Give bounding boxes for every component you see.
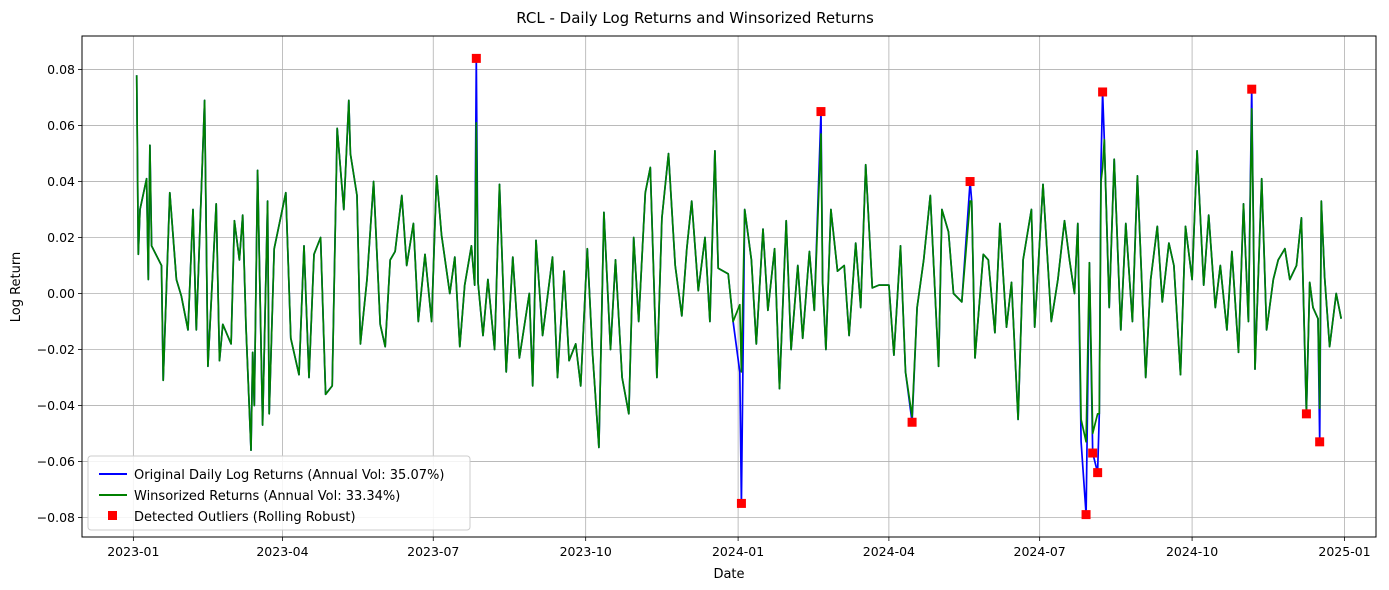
x-tick-label: 2023-07	[407, 544, 459, 559]
outlier-marker	[1315, 437, 1325, 447]
legend-box	[87, 455, 471, 531]
series-line-winsorized	[135, 75, 1343, 452]
y-tick-label: 0.06	[47, 118, 75, 133]
plot-frame	[81, 35, 1377, 538]
y-tick-label: −0.06	[37, 454, 75, 469]
outlier-marker	[1247, 84, 1257, 94]
chart-title: RCL - Daily Log Returns and Winsorized R…	[516, 9, 874, 27]
y-tick-label: 0.00	[47, 286, 75, 301]
y-tick-label: −0.04	[37, 398, 75, 413]
y-tick-label: 0.02	[47, 230, 75, 245]
legend-label-original: Original Daily Log Returns (Annual Vol: …	[134, 468, 444, 483]
outlier-marker	[1301, 409, 1311, 419]
legend-swatch-outliers	[108, 511, 117, 520]
x-tick-label: 2024-07	[1014, 544, 1066, 559]
y-tick-label: 0.08	[47, 62, 75, 77]
outlier-marker	[1081, 510, 1091, 520]
x-tick-label: 2023-04	[256, 544, 308, 559]
x-tick-label: 2024-10	[1166, 544, 1218, 559]
x-axis-label: Date	[713, 567, 744, 582]
outlier-marker	[816, 107, 826, 117]
x-tick-label: 2025-01	[1318, 544, 1370, 559]
y-tick-label: −0.08	[37, 510, 75, 525]
outlier-marker	[1093, 468, 1103, 478]
outlier-marker	[471, 53, 481, 63]
x-tick-label: 2024-01	[712, 544, 764, 559]
outlier-marker	[1088, 448, 1098, 458]
x-tick-label: 2024-04	[863, 544, 915, 559]
legend-label-winsorized: Winsorized Returns (Annual Vol: 33.34%)	[134, 489, 400, 504]
x-tick-label: 2023-01	[107, 544, 159, 559]
legend: Original Daily Log Returns (Annual Vol: …	[87, 455, 471, 531]
ticks: 2023-01 2023-04 2023-07 2023-10 2024-01 2024-…	[37, 62, 1371, 559]
outlier-marker	[1098, 87, 1108, 97]
y-axis-label: Log Return	[9, 252, 24, 323]
outlier-marker	[965, 177, 975, 187]
y-tick-label: −0.02	[37, 342, 75, 357]
outlier-marker	[736, 498, 746, 508]
series-layer	[135, 53, 1343, 520]
legend-label-outliers: Detected Outliers (Rolling Robust)	[134, 510, 356, 525]
y-tick-label: 0.04	[47, 174, 75, 189]
outlier-marker	[907, 417, 917, 427]
grid	[82, 36, 1376, 537]
x-tick-label: 2023-10	[560, 544, 612, 559]
